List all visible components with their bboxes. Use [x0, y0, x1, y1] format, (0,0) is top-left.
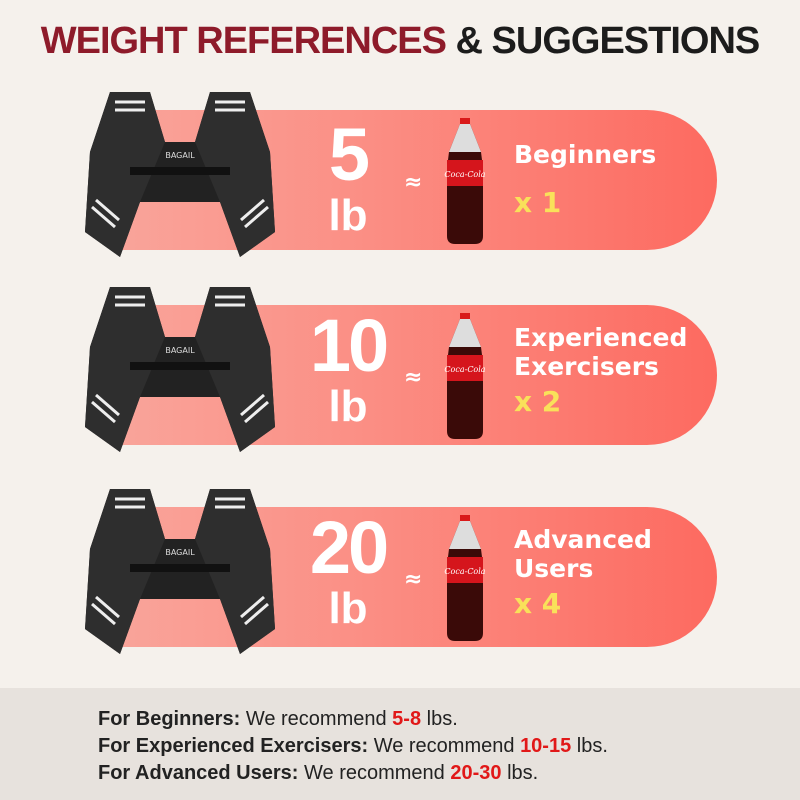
weight-vest-image: BAGAIL: [70, 479, 290, 669]
svg-text:Coca-Cola: Coca-Cola: [444, 170, 485, 179]
weight-unit: lb: [328, 191, 368, 240]
weight-number: 20: [309, 506, 389, 589]
weight-number: 10: [309, 304, 389, 387]
category-label: Beginners: [514, 140, 656, 169]
rec-label: For Beginners:: [98, 708, 241, 730]
category-line: Exercisers: [514, 352, 659, 381]
rec-range: 10-15: [520, 735, 572, 757]
weight-value: 20 lb: [302, 509, 394, 631]
category-label: Experienced Exercisers: [514, 323, 687, 381]
weight-number: 5: [328, 113, 370, 196]
recommendation-line: For Advanced Users: We recommend 20-30 l…: [98, 760, 800, 787]
soda-bottle-image: Coca-Cola: [443, 118, 487, 246]
rec-unit: lbs.: [426, 708, 458, 730]
rec-text: We recommend: [304, 762, 445, 784]
weight-row: BAGAIL 20 lb ≈ Coca-Cola Advanced Users x …: [0, 489, 800, 654]
recommendations: For Beginners: We recommend 5-8 lbs. For…: [0, 688, 800, 800]
weight-row: BAGAIL 5 lb ≈ Coca-Cola Beginners x 1: [0, 92, 800, 257]
title-part1: WEIGHT REFERENCES: [40, 20, 447, 62]
recommendation-line: For Experienced Exercisers: We recommend…: [98, 733, 800, 760]
rec-text: We recommend: [245, 708, 387, 730]
weight-vest-image: BAGAIL: [70, 277, 290, 467]
svg-text:BAGAIL: BAGAIL: [165, 151, 195, 160]
weight-value: 10 lb: [302, 307, 394, 429]
bottle-multiplier: x 4: [514, 587, 562, 620]
svg-text:BAGAIL: BAGAIL: [165, 548, 195, 557]
recommendation-line: For Beginners: We recommend 5-8 lbs.: [98, 706, 800, 733]
soda-bottle-image: Coca-Cola: [443, 313, 487, 441]
rec-unit: lbs.: [507, 762, 539, 784]
page-title: WEIGHT REFERENCES & SUGGESTIONS: [0, 20, 800, 63]
rec-range: 5-8: [392, 708, 422, 730]
svg-text:Coca-Cola: Coca-Cola: [444, 365, 485, 374]
approx-icon: ≈: [404, 170, 423, 195]
title-part2: & SUGGESTIONS: [455, 20, 761, 62]
weight-vest-image: BAGAIL: [70, 82, 290, 272]
category-line: Beginners: [514, 140, 657, 169]
category-line: Advanced: [514, 525, 652, 554]
category-line: Experienced: [514, 323, 688, 352]
weight-value: 5 lb: [302, 116, 394, 238]
svg-text:Coca-Cola: Coca-Cola: [444, 567, 485, 576]
category-label: Advanced Users: [514, 525, 652, 583]
weight-unit: lb: [328, 382, 368, 431]
weight-unit: lb: [328, 584, 368, 633]
rec-label: For Advanced Users:: [98, 762, 299, 784]
soda-bottle-image: Coca-Cola: [443, 515, 487, 643]
approx-icon: ≈: [404, 365, 423, 390]
weight-row: BAGAIL 10 lb ≈ Coca-Cola Experienced Exerc…: [0, 287, 800, 452]
rec-unit: lbs.: [576, 735, 608, 757]
bottle-multiplier: x 1: [514, 186, 562, 219]
category-line: Users: [514, 554, 594, 583]
bottle-multiplier: x 2: [514, 385, 562, 418]
rec-text: We recommend: [373, 735, 515, 757]
rec-label: For Experienced Exercisers:: [98, 735, 369, 757]
svg-text:BAGAIL: BAGAIL: [165, 346, 195, 355]
approx-icon: ≈: [404, 567, 423, 592]
rec-range: 20-30: [450, 762, 502, 784]
